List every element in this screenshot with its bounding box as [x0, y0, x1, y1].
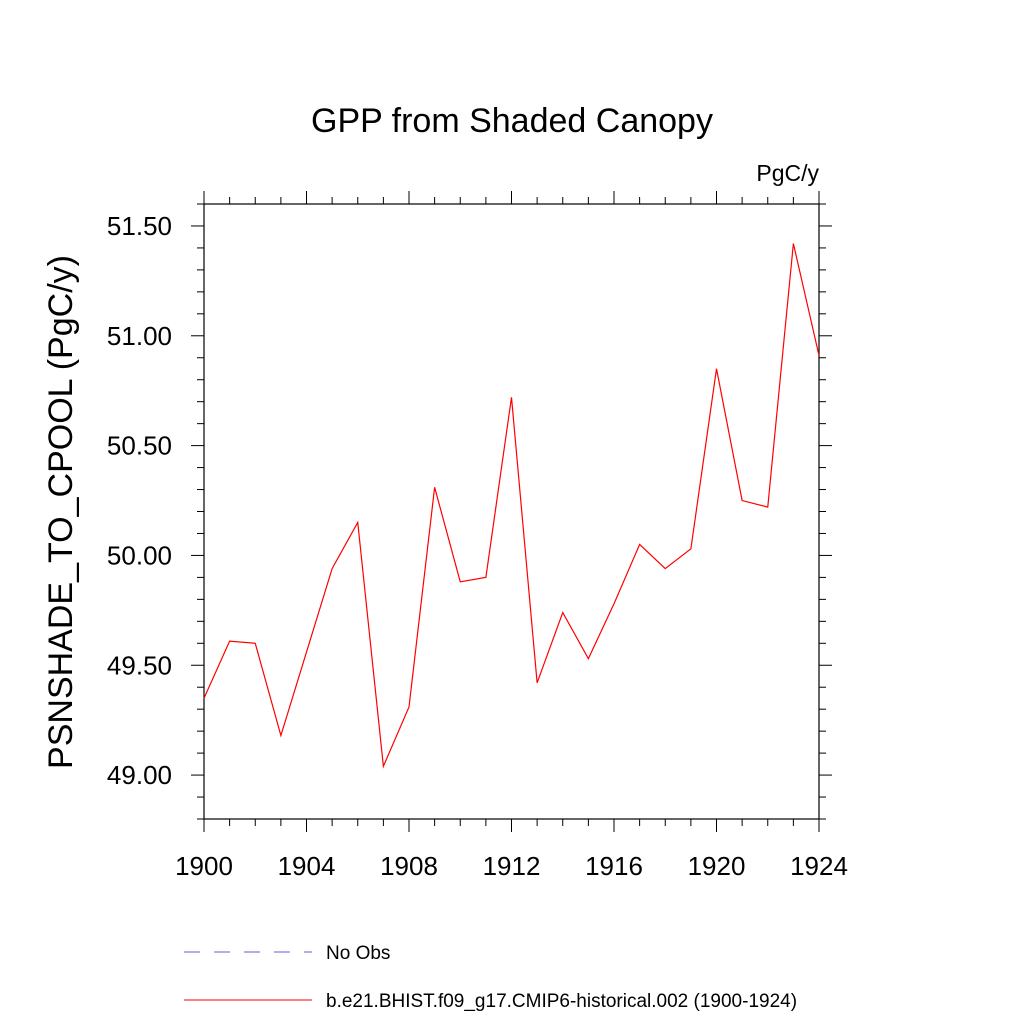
x-tick-label: 1908 [380, 851, 438, 881]
x-tick-label: 1904 [278, 851, 336, 881]
y-tick-label: 51.00 [107, 321, 172, 351]
plot-frame [203, 203, 820, 820]
y-tick-labels: 49.00 49.50 50.00 50.50 51.00 51.50 [107, 211, 172, 790]
y-tick-label: 49.00 [107, 760, 172, 790]
x-tick-label: 1924 [790, 851, 848, 881]
legend-label: b.e21.BHIST.f09_g17.CMIP6-historical.002… [326, 991, 797, 1012]
chart-title: GPP from Shaded Canopy [311, 102, 713, 140]
y-axis-label: PSNSHADE_TO_CPOOL (PgC/y) [42, 255, 80, 769]
legend: No Obs b.e21.BHIST.f09_g17.CMIP6-historic… [184, 943, 797, 1012]
x-tick-label: 1920 [688, 851, 746, 881]
x-tick-label: 1912 [483, 851, 541, 881]
x-tick-labels: 1900 1904 1908 1912 1916 1920 1924 [175, 851, 848, 881]
units-label: PgC/y [756, 160, 819, 186]
y-tick-label: 49.50 [107, 650, 172, 680]
series-layer [203, 243, 820, 769]
y-tick-label: 50.50 [107, 431, 172, 461]
legend-label: No Obs [326, 943, 390, 964]
x-tick-label: 1916 [585, 851, 643, 881]
y-tick-label: 50.00 [107, 540, 172, 570]
y-tick-label: 51.50 [107, 211, 172, 241]
series-line [203, 243, 820, 769]
x-tick-label: 1900 [175, 851, 233, 881]
axis-ticks [191, 191, 832, 832]
